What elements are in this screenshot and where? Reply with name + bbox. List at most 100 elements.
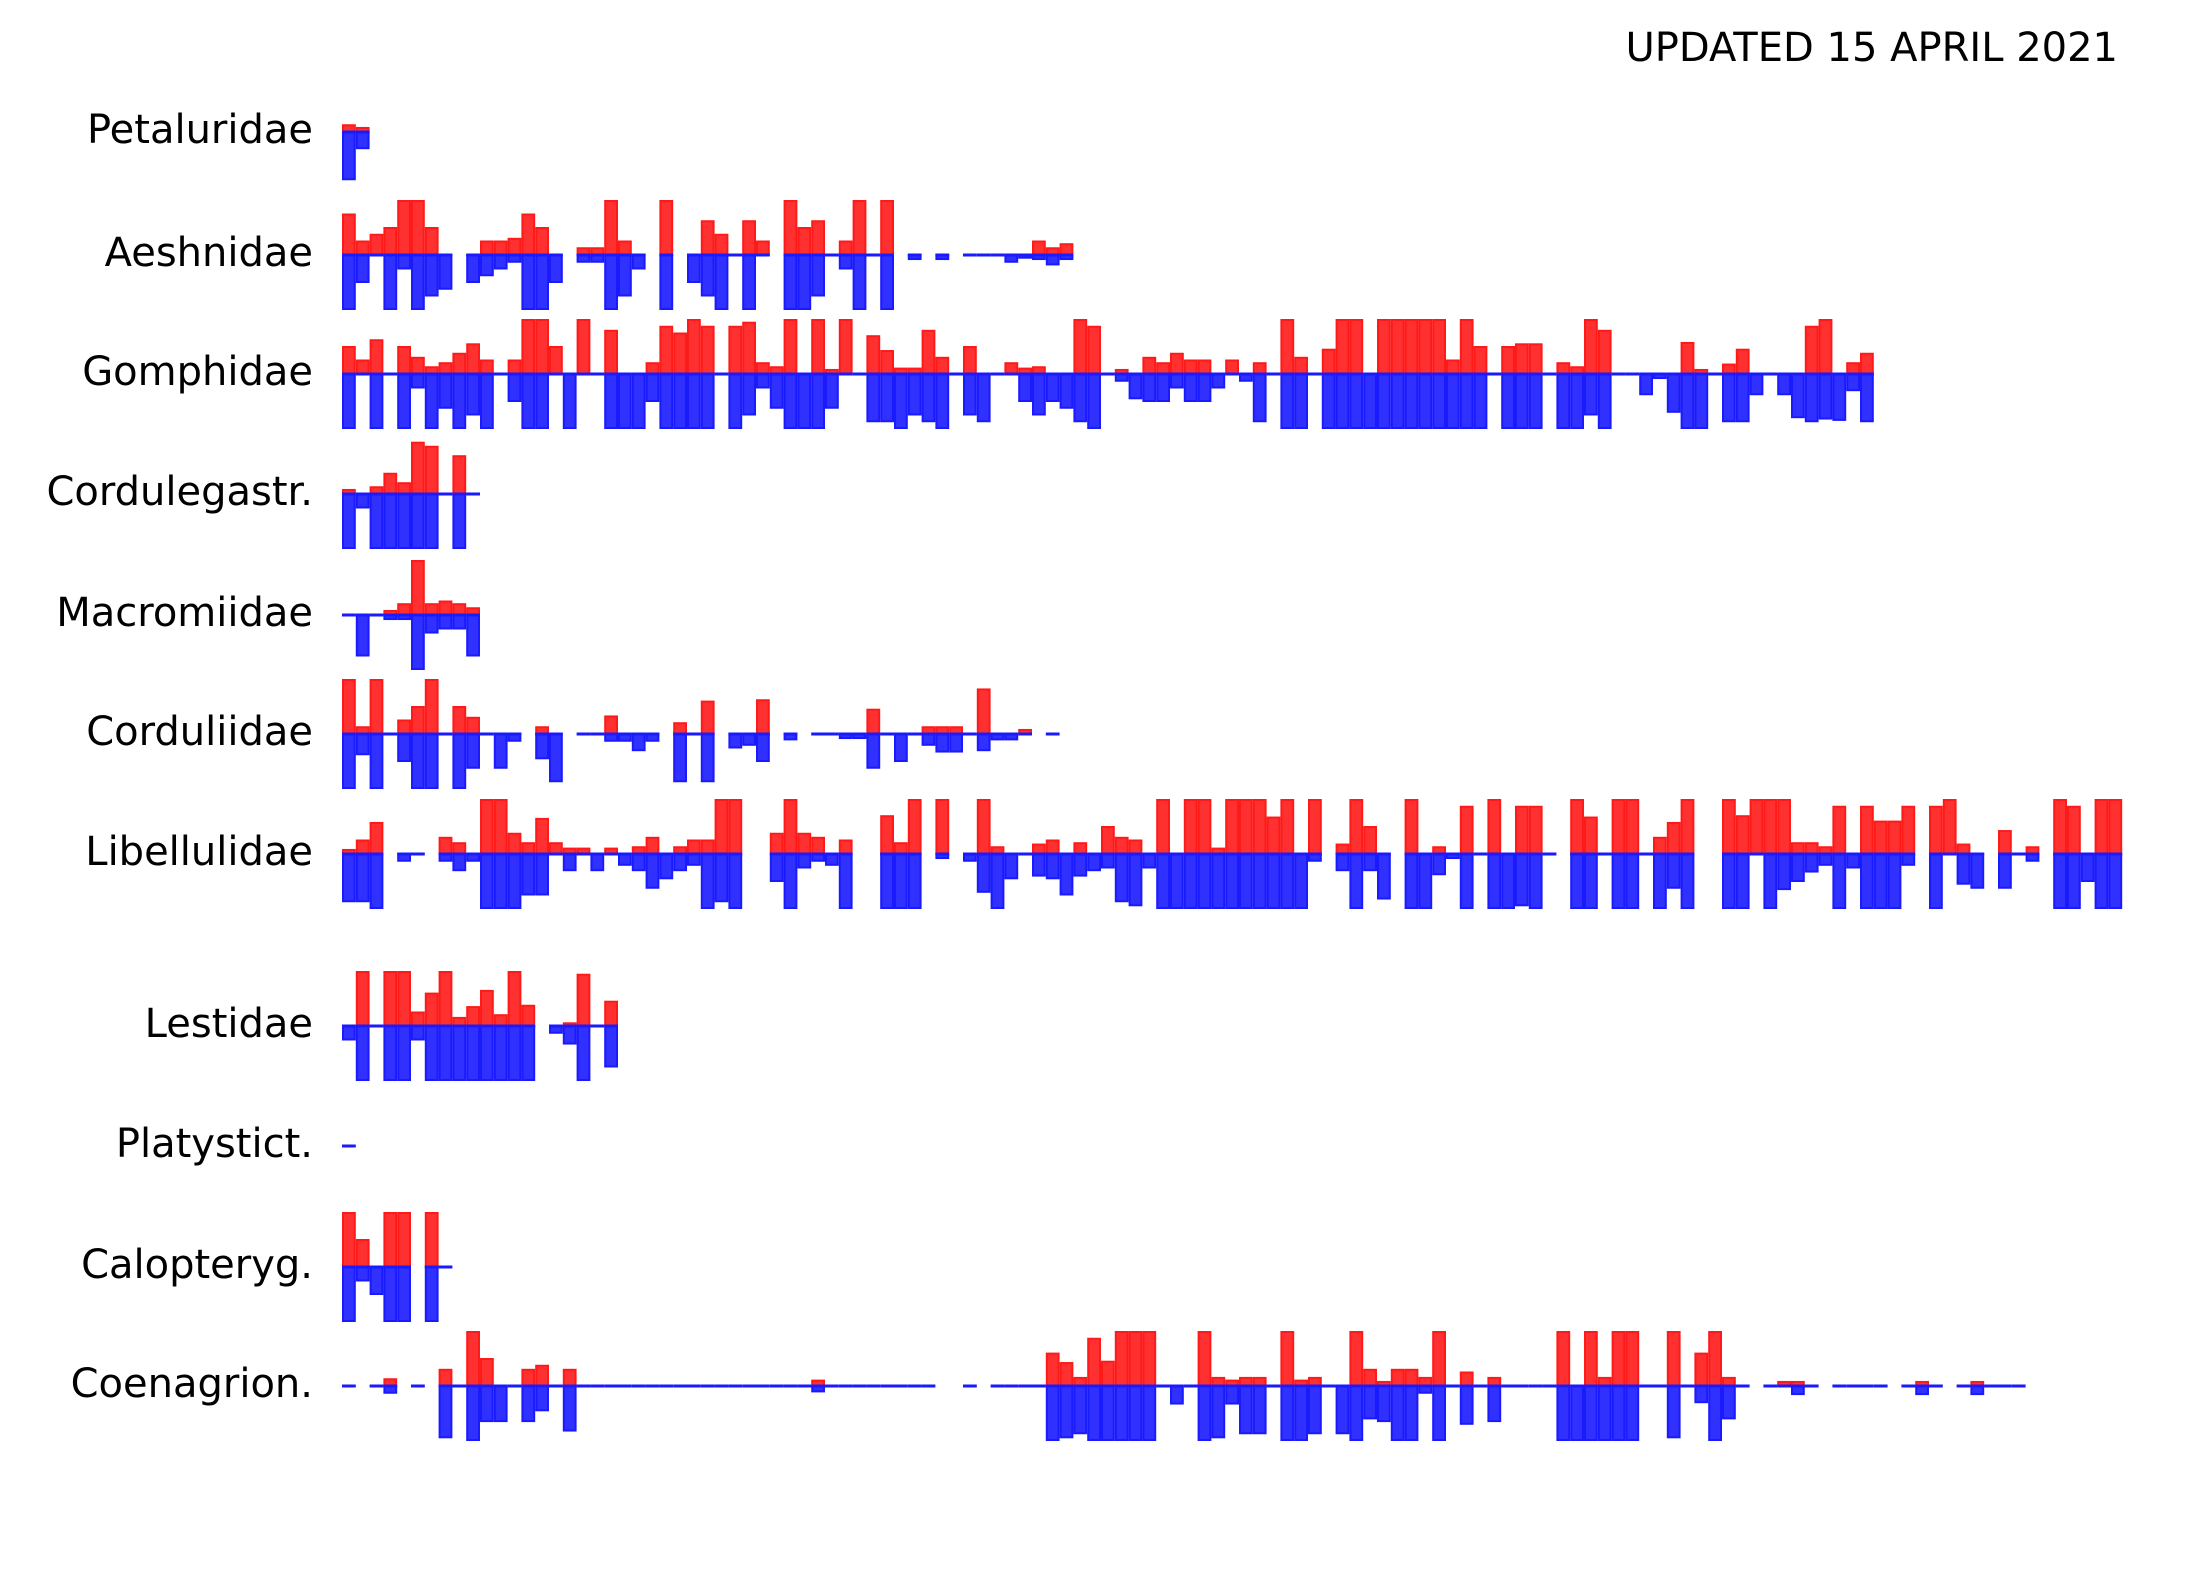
down-bar xyxy=(1170,853,1184,909)
up-bar xyxy=(397,719,412,735)
up-bar xyxy=(1873,820,1888,855)
up-bar xyxy=(2108,799,2123,855)
up-bar xyxy=(1266,816,1281,855)
up-bar xyxy=(728,799,743,855)
down-bar xyxy=(2053,853,2067,909)
down-bar xyxy=(424,254,439,297)
down-bar xyxy=(355,853,370,903)
up-bar xyxy=(438,971,453,1027)
up-bar xyxy=(411,441,425,496)
up-bar xyxy=(576,973,591,1028)
up-bar xyxy=(549,842,563,856)
row-label: Coenagrion. xyxy=(71,1361,313,1407)
down-bar xyxy=(1280,373,1295,429)
down-bar xyxy=(631,373,646,429)
down-bar xyxy=(687,373,701,429)
up-bar xyxy=(549,346,563,375)
up-bar xyxy=(342,1212,356,1268)
up-bar xyxy=(1390,319,1405,375)
up-bar xyxy=(466,1331,481,1387)
up-bar xyxy=(1114,1331,1129,1387)
down-bar xyxy=(1791,373,1805,419)
down-bar xyxy=(769,853,784,882)
up-bar xyxy=(1073,319,1088,375)
down-bar xyxy=(507,1025,522,1081)
up-bar xyxy=(618,240,632,256)
up-bar xyxy=(507,237,522,257)
down-bar xyxy=(631,733,646,752)
down-bar xyxy=(1459,853,1474,909)
down-bar xyxy=(880,254,895,310)
up-bar xyxy=(673,332,688,375)
up-bar xyxy=(687,839,701,855)
down-bar xyxy=(907,853,922,909)
down-bar xyxy=(1901,853,1916,866)
down-bar xyxy=(659,853,674,880)
down-bar xyxy=(1528,853,1543,909)
down-bar xyxy=(714,254,729,310)
up-bar xyxy=(1183,359,1198,375)
down-bar xyxy=(493,853,508,909)
down-bar xyxy=(1763,853,1778,909)
down-bar xyxy=(756,733,770,762)
down-bar xyxy=(1114,1385,1129,1441)
down-bar xyxy=(811,254,826,297)
down-bar xyxy=(1404,373,1419,429)
up-bar xyxy=(397,482,412,496)
down-bar xyxy=(935,373,950,429)
up-bar xyxy=(700,325,715,375)
up-bar xyxy=(1722,799,1736,855)
down-bar xyxy=(1666,853,1681,889)
up-bar xyxy=(535,1364,550,1387)
down-bar xyxy=(1515,373,1529,429)
up-bar xyxy=(383,472,398,495)
down-bar xyxy=(1501,853,1515,909)
up-bar xyxy=(452,706,467,735)
down-bar xyxy=(521,254,536,310)
up-bar xyxy=(894,842,908,856)
up-bar xyxy=(769,832,784,855)
down-bar xyxy=(687,853,701,866)
up-bar xyxy=(1363,1368,1377,1388)
up-bar xyxy=(480,799,494,855)
down-bar xyxy=(576,1025,591,1081)
down-bar xyxy=(1666,373,1681,413)
down-bar xyxy=(783,853,798,909)
down-bar xyxy=(562,373,577,429)
down-bar xyxy=(1432,1385,1446,1441)
down-bar xyxy=(1570,853,1584,909)
down-bar xyxy=(521,853,536,896)
up-bar xyxy=(1666,1331,1681,1387)
down-bar xyxy=(438,1385,453,1439)
down-bar xyxy=(797,373,812,429)
up-bar xyxy=(521,213,536,256)
up-bar xyxy=(369,233,384,256)
up-bar xyxy=(1363,826,1377,855)
up-bar xyxy=(1749,799,1764,855)
up-bar xyxy=(1804,325,1819,375)
down-bar xyxy=(369,1266,384,1295)
down-bar xyxy=(1570,373,1584,429)
down-bar xyxy=(1694,373,1709,429)
up-bar xyxy=(383,971,398,1027)
down-bar xyxy=(1666,1385,1681,1439)
down-bar xyxy=(1363,1385,1377,1420)
up-bar xyxy=(1459,319,1474,375)
up-bar xyxy=(397,1212,412,1268)
up-bar xyxy=(1239,799,1253,855)
down-bar xyxy=(355,1266,370,1282)
row-label: Aeshnidae xyxy=(105,230,313,276)
up-bar xyxy=(1515,805,1529,855)
up-bar xyxy=(1280,319,1295,375)
down-bar xyxy=(673,853,688,872)
up-bar xyxy=(976,688,991,736)
up-bar xyxy=(742,220,757,256)
down-bar xyxy=(1183,373,1198,402)
down-bar xyxy=(838,254,853,270)
down-bar xyxy=(535,1385,550,1412)
up-bar xyxy=(383,227,398,256)
up-bar xyxy=(1832,805,1847,855)
down-bar xyxy=(1804,853,1819,873)
down-bar xyxy=(1735,853,1750,909)
